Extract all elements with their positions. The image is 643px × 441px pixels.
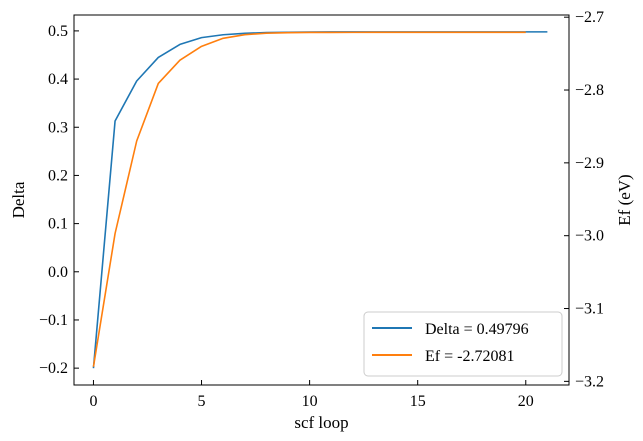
y-left-tick-label-6: 0.4 bbox=[48, 71, 68, 88]
y-right-tick-label-3: −2.9 bbox=[575, 155, 604, 172]
legend-label-ef: Ef = -2.72081 bbox=[425, 348, 514, 365]
legend-box bbox=[363, 311, 563, 377]
x-tick-label-3: 15 bbox=[410, 393, 426, 410]
x-tick-label-1: 5 bbox=[198, 393, 206, 410]
x-tick-label-4: 20 bbox=[518, 393, 534, 410]
x-axis-label: scf loop bbox=[294, 413, 348, 432]
y-axis-left-label: Delta bbox=[9, 181, 28, 218]
y-left-tick-label-7: 0.5 bbox=[48, 23, 68, 40]
y-right-tick-label-5: −2.7 bbox=[575, 9, 604, 26]
x-tick-label-2: 10 bbox=[302, 393, 318, 410]
plot-frame bbox=[73, 14, 570, 386]
series-line-1 bbox=[92, 31, 526, 367]
ticks-layer: 0 5 10 15 20 −0.2 −0.1 0.0 0.1 0.2 0.3 0.4 0.5 −3.2 −3… bbox=[39, 9, 604, 410]
y-right-tick-label-0: −3.2 bbox=[575, 373, 604, 390]
legend-label-delta: Delta = 0.49796 bbox=[425, 321, 529, 338]
y-left-tick-label-3: 0.1 bbox=[48, 216, 68, 233]
series-layer bbox=[92, 31, 548, 369]
y-left-tick-label-0: −0.2 bbox=[39, 360, 68, 377]
x-tick-label-0: 0 bbox=[89, 393, 97, 410]
y-left-tick-label-4: 0.2 bbox=[48, 167, 68, 184]
y-left-tick-label-1: −0.1 bbox=[39, 312, 68, 329]
y-left-tick-label-5: 0.3 bbox=[48, 119, 68, 136]
legend: Delta = 0.49796 Ef = -2.72081 bbox=[363, 311, 563, 377]
y-left-tick-label-2: 0.0 bbox=[48, 264, 68, 281]
y-right-tick-label-1: −3.1 bbox=[575, 301, 604, 318]
y-right-tick-label-2: −3.0 bbox=[575, 228, 604, 245]
y-right-tick-label-4: −2.8 bbox=[575, 82, 604, 99]
y-axis-right-label: Ef (eV) bbox=[615, 174, 634, 225]
